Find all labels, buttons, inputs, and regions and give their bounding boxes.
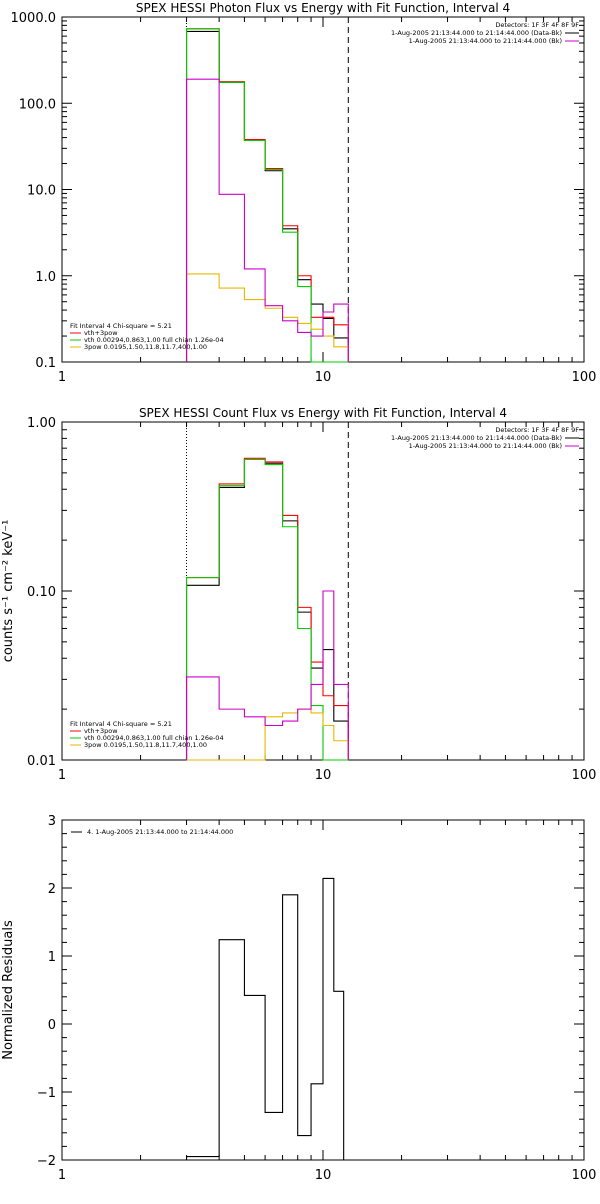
y-axis-label: Normalized Residuals [1, 920, 16, 1060]
legend-entry-label: 1-Aug-2005 21:13:44.000 to 21:14:44.000 … [391, 434, 562, 442]
fit-legend-entry-label: vth+3pow [84, 727, 118, 735]
x-tick-label: 10 [315, 768, 332, 783]
y-tick-label: 0.10 [27, 585, 56, 600]
fit-legend-header: Fit Interval 4 Chi-square = 5.21 [70, 322, 172, 330]
y-tick-label: 1.00 [27, 416, 56, 431]
series-line-3pow [185, 273, 349, 362]
x-tick-label: 100 [572, 1168, 597, 1183]
x-tick-label: 100 [572, 768, 597, 783]
x-tick-label: 1 [58, 768, 66, 783]
chart-panel-2: SPEX HESSI Count Flux vs Energy with Fit… [1, 406, 596, 783]
y-tick-label: 0 [48, 1018, 56, 1033]
fit-legend-entry-label: vth 0.00294,0.863,1.00 full chian 1.26e-… [84, 734, 224, 742]
y-axis-label: counts s⁻¹ cm⁻² keV⁻¹ [1, 520, 16, 663]
chart-title: SPEX HESSI Photon Flux vs Energy with Fi… [136, 1, 510, 15]
x-tick-label: 100 [572, 370, 597, 385]
y-tick-label: −1 [37, 1086, 56, 1101]
y-tick-label: 2 [48, 882, 56, 897]
y-tick-label: 10.0 [27, 184, 56, 199]
legend-entry-label: 4. 1-Aug-2005 21:13:44.000 to 21:14:44.0… [87, 828, 233, 836]
x-tick-label: 10 [315, 1168, 332, 1183]
series-line-bk [185, 590, 349, 760]
fit-legend-header: Fit Interval 4 Chi-square = 5.21 [70, 720, 172, 728]
legend-header: Detectors: 1F 3F 4F 8F 9F [495, 21, 579, 29]
series-line-vth [185, 28, 349, 363]
y-tick-label: 100.0 [19, 97, 56, 112]
series-line-bk [185, 78, 349, 362]
y-tick-label: 3 [48, 814, 56, 829]
legend-header: Detectors: 1F 3F 4F 8F 9F [495, 426, 579, 434]
series-line-residuals [185, 877, 345, 1160]
series-line-data-bk [185, 458, 349, 760]
x-tick-label: 1 [58, 1168, 66, 1183]
series-line-vth-3pow [185, 457, 349, 760]
chart-panel-1: SPEX HESSI Photon Flux vs Energy with Fi… [11, 1, 597, 385]
fit-legend-entry-label: 3pow 0.0195,1.50,11.8,11.7,400,1.00 [84, 741, 207, 749]
x-tick-label: 1 [58, 370, 66, 385]
legend-entry-label: 1-Aug-2005 21:13:44.000 to 21:14:44.000 … [409, 37, 562, 45]
legend-entry-label: 1-Aug-2005 21:13:44.000 to 21:14:44.000 … [409, 442, 562, 450]
y-tick-label: 1.0 [35, 270, 56, 285]
x-tick-label: 10 [315, 370, 332, 385]
fit-legend-entry-label: vth 0.00294,0.863,1.00 full chian 1.26e-… [84, 336, 224, 344]
fit-legend-entry-label: vth+3pow [84, 329, 118, 337]
fit-legend-entry-label: 3pow 0.0195,1.50,11.8,11.7,400,1.00 [84, 343, 207, 351]
y-tick-label: 1000.0 [11, 11, 57, 26]
y-tick-label: −2 [37, 1154, 56, 1169]
y-tick-label: 1 [48, 950, 56, 965]
series-line-vth [185, 458, 349, 761]
chart-title: SPEX HESSI Count Flux vs Energy with Fit… [139, 406, 507, 420]
y-tick-label: 0.1 [35, 356, 56, 371]
y-tick-label: 0.01 [27, 754, 56, 769]
legend-entry-label: 1-Aug-2005 21:13:44.000 to 21:14:44.000 … [391, 29, 562, 37]
